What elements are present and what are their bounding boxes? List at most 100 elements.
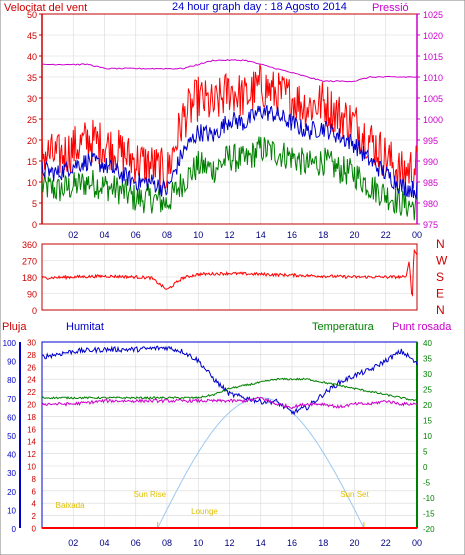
y-rain-tick: 8 [32, 475, 37, 484]
y-temp-tick: -20 [423, 525, 435, 534]
y-humidity-tick: 80 [7, 376, 16, 385]
x-tick: 00 [412, 230, 422, 240]
y-temp-tick: 15 [423, 417, 432, 426]
y-humidity-tick: 60 [7, 413, 16, 422]
humidity-temperature-panel: 0102030405060708090100024681012141618202… [3, 339, 435, 549]
x-tick: 20 [349, 230, 359, 240]
y-rain-tick: 16 [27, 425, 36, 434]
y-rain-tick: 18 [27, 413, 36, 422]
x-tick: 18 [318, 538, 328, 548]
x-tick: 04 [99, 538, 109, 548]
y-rain-tick: 12 [27, 450, 36, 459]
direction-label: W [436, 254, 448, 268]
dewpoint-line [41, 396, 418, 410]
y-temp-tick: 10 [423, 432, 432, 441]
x-tick: 02 [68, 230, 78, 240]
annotation-label: Sun Set [340, 490, 369, 499]
y-right-tick: 1020 [423, 31, 443, 41]
x-tick: 18 [318, 230, 328, 240]
wind-direction-line [41, 248, 418, 297]
y-humidity-tick: 50 [7, 432, 16, 441]
y-right-tick: 1025 [423, 10, 443, 20]
y-right-tick: 980 [423, 199, 438, 209]
x-tick: 12 [224, 230, 234, 240]
y-tick: 0 [32, 306, 37, 316]
y-rain-tick: 20 [27, 401, 36, 410]
wind-direction-panel: 360 270 180 90 0 [22, 240, 418, 316]
y-humidity-tick: 100 [3, 339, 17, 348]
direction-label: N [436, 237, 445, 251]
y-left-tick: 30 [27, 94, 37, 104]
y-right-tick: 1005 [423, 94, 443, 104]
y-tick: 270 [22, 257, 37, 267]
y-rain-tick: 0 [32, 525, 37, 534]
y-right-tick: 1010 [423, 73, 443, 83]
y-left-tick: 35 [27, 73, 37, 83]
legend-humidity: Humitat [66, 321, 104, 333]
y-left-tick: 20 [27, 136, 37, 146]
y-temp-tick: 0 [423, 463, 428, 472]
y-rain-tick: 28 [27, 351, 36, 360]
y-rain-tick: 4 [32, 500, 37, 509]
x-tick: 22 [381, 230, 391, 240]
y-humidity-tick: 70 [7, 395, 16, 404]
y-temp-tick: -10 [423, 494, 435, 503]
y-right-tick: 990 [423, 157, 438, 167]
legend-temperature: Temperatura [312, 321, 375, 333]
x-tick: 00 [412, 538, 422, 548]
y-tick: 90 [27, 290, 37, 300]
pressure-line [41, 59, 418, 83]
y-rain-tick: 22 [27, 388, 36, 397]
y-temp-tick: -15 [423, 510, 435, 519]
x-tick: 10 [193, 230, 203, 240]
y-humidity-tick: 10 [7, 506, 16, 515]
x-tick: 10 [193, 538, 203, 548]
x-tick: 06 [131, 230, 141, 240]
y-temp-tick: 30 [423, 370, 432, 379]
y-right-tick: 985 [423, 178, 438, 188]
y-left-tick: 50 [27, 10, 37, 20]
y-left-tick: 5 [32, 199, 37, 209]
y-temp-tick: 35 [423, 355, 432, 364]
plot-frame [41, 243, 418, 311]
y-humidity-tick: 20 [7, 488, 16, 497]
annotation-label: Lounge [191, 507, 218, 516]
y-temp-tick: 25 [423, 386, 432, 395]
direction-label: S [436, 270, 444, 284]
y-rain-tick: 14 [27, 438, 36, 447]
legend-rain: Pluja [2, 321, 27, 333]
y-rain-tick: 24 [27, 376, 36, 385]
annotation-label: Sun Rise [134, 490, 167, 499]
temperature-line [41, 377, 418, 402]
direction-label: E [436, 287, 444, 301]
y-tick: 180 [22, 273, 37, 283]
pressure-label: Pressió [372, 2, 409, 14]
y-temp-tick: 40 [423, 339, 432, 348]
y-humidity-tick: 90 [7, 358, 16, 367]
y-right-tick: 1015 [423, 52, 443, 62]
y-right-tick: 995 [423, 136, 438, 146]
x-tick: 14 [256, 230, 266, 240]
x-tick: 14 [256, 538, 266, 548]
y-rain-tick: 10 [27, 463, 36, 472]
y-right-tick: 1000 [423, 115, 443, 125]
x-tick: 16 [287, 230, 297, 240]
y-rain-tick: 30 [27, 339, 36, 348]
x-tick: 20 [349, 538, 359, 548]
y-humidity-tick: 30 [7, 469, 16, 478]
y-humidity-tick: 0 [12, 525, 17, 534]
x-tick: 02 [68, 538, 78, 548]
y-temp-tick: -5 [423, 479, 431, 488]
y-rain-tick: 6 [32, 487, 37, 496]
x-tick: 08 [162, 538, 172, 548]
y-left-tick: 40 [27, 52, 37, 62]
chart-title: 24 hour graph day : 18 Agosto 2014 [172, 1, 347, 13]
x-tick: 12 [224, 538, 234, 548]
wind-speed-label: Velocitat del vent [4, 2, 87, 14]
y-right-tick: 975 [423, 220, 438, 230]
y-left-tick: 0 [32, 220, 37, 230]
x-tick: 06 [131, 538, 141, 548]
x-tick: 22 [381, 538, 391, 548]
y-left-tick: 45 [27, 31, 37, 41]
